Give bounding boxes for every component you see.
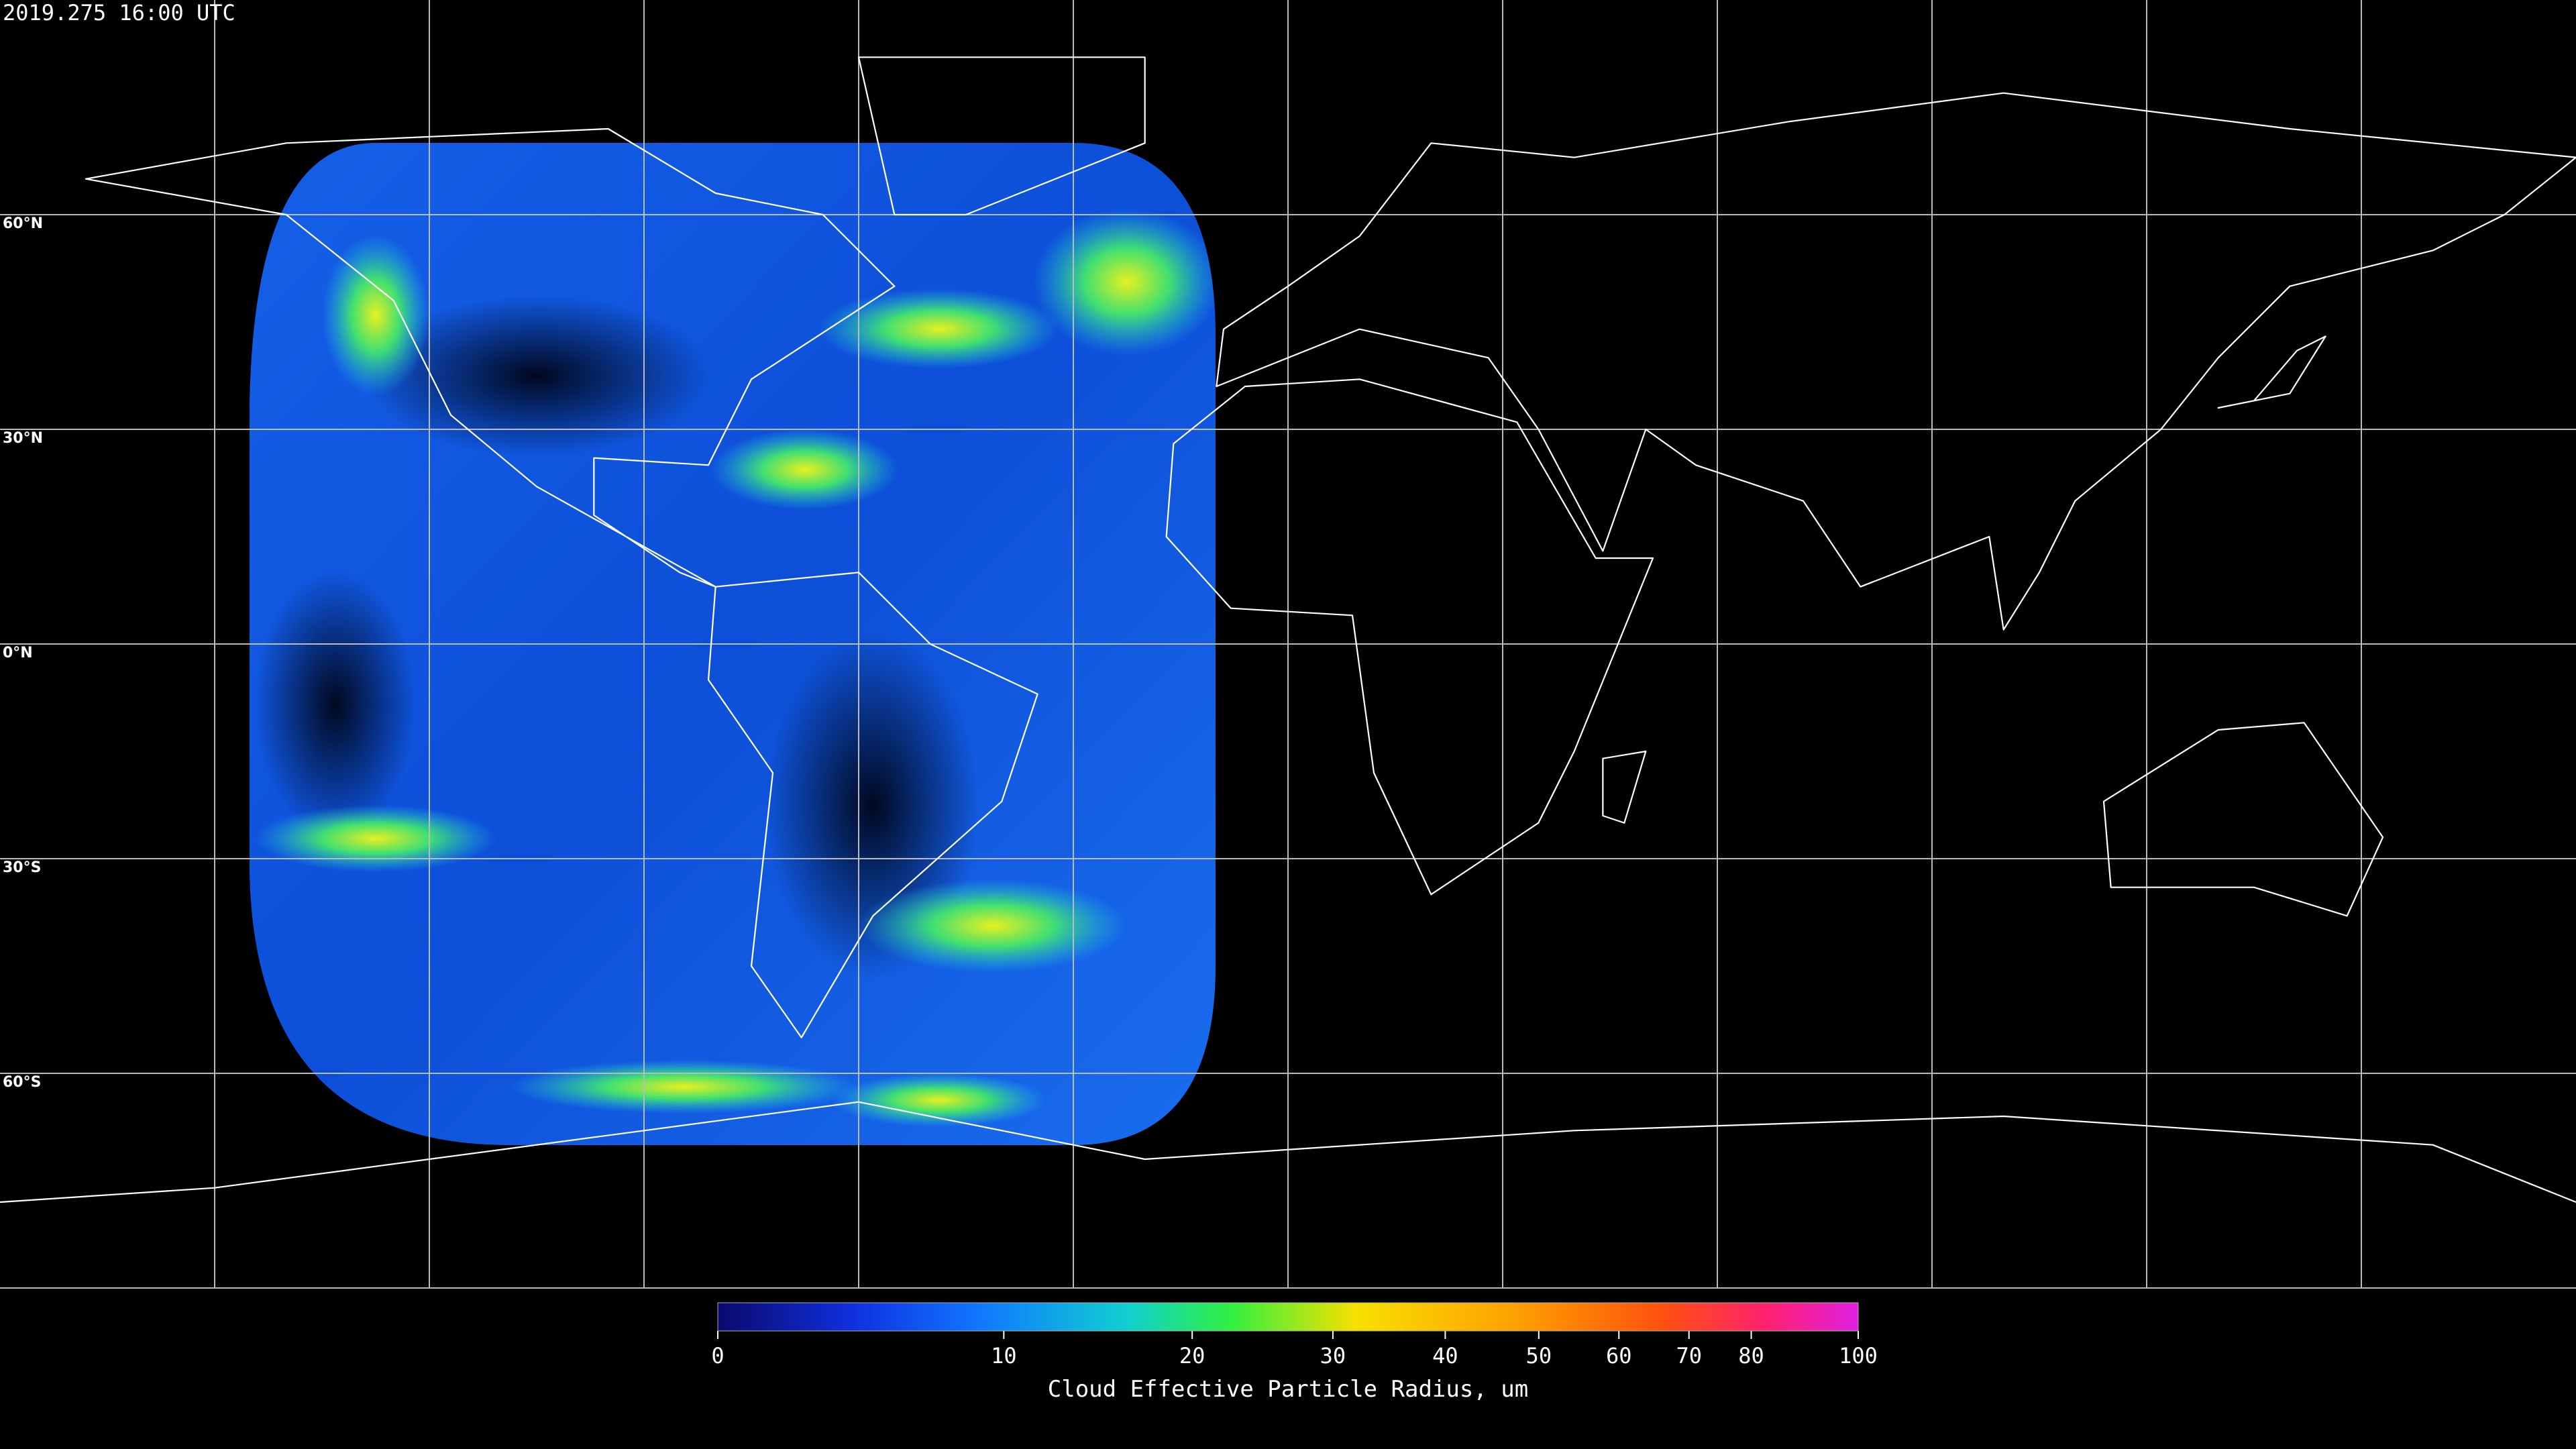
colorbar (717, 1302, 1859, 1332)
tick-label: 100 (1839, 1343, 1878, 1368)
tick-label: 60 (1606, 1343, 1632, 1368)
coastlines (0, 57, 2576, 1202)
timestamp: 2019.275 16:00 UTC (3, 0, 235, 25)
latitude-label: 60°N (3, 215, 43, 232)
tick-label: 20 (1179, 1343, 1205, 1368)
graticule: 60°N 30°N 0°N 30°S 60°S (0, 0, 2576, 1289)
tick-label: 0 (711, 1343, 724, 1368)
latitude-label: 60°S (3, 1074, 41, 1091)
tick-label: 40 (1432, 1343, 1458, 1368)
tick-label: 30 (1320, 1343, 1346, 1368)
colorbar-ticks: 0 10 20 30 40 50 60 70 80 100 (711, 1331, 1878, 1368)
latitude-label: 30°S (3, 859, 41, 876)
tick-label: 80 (1738, 1343, 1764, 1368)
tick-label: 70 (1676, 1343, 1702, 1368)
colorbar-label: Cloud Effective Particle Radius, um (1048, 1376, 1528, 1403)
latitude-label: 0°N (3, 645, 33, 661)
tick-label: 10 (991, 1343, 1017, 1368)
latitude-label: 30°N (3, 430, 43, 447)
tick-label: 50 (1526, 1343, 1552, 1368)
